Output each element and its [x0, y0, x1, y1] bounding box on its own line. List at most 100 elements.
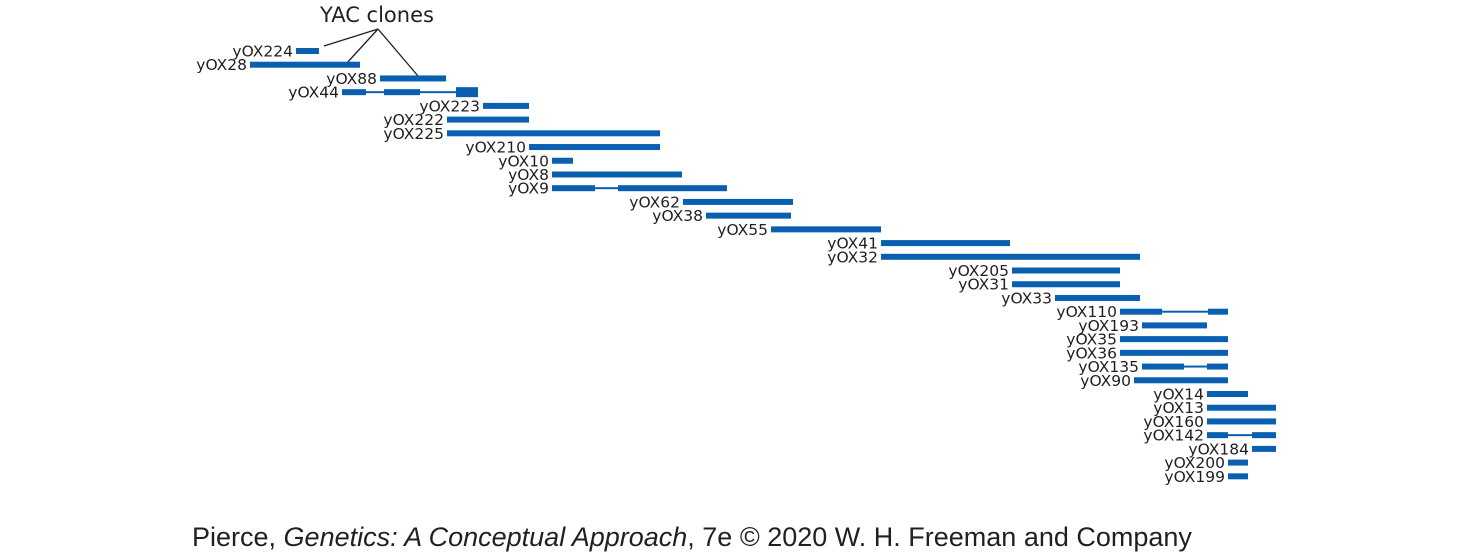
clone-row: yOX193: [1078, 317, 1207, 335]
clone-row: yOX32: [827, 248, 1140, 266]
clone-row: yOX55: [717, 221, 881, 239]
clone-bar-segment: [1184, 365, 1207, 368]
clone-bar-segment: [447, 116, 529, 123]
clone-bar-segment: [483, 102, 529, 109]
clone-label: yOX28: [196, 56, 247, 74]
clone-label: yOX142: [1143, 427, 1204, 445]
clone-label: yOX135: [1078, 358, 1139, 376]
clone-row: yOX62: [629, 193, 793, 211]
clone-bar-segment: [1252, 445, 1276, 452]
clone-bar-segment: [1208, 308, 1228, 315]
credit-book-title: Genetics: A Conceptual Approach: [283, 522, 688, 552]
clone-bar-segment: [881, 240, 1010, 247]
clone-label: yOX110: [1056, 303, 1117, 321]
clone-bar-segment: [529, 144, 660, 151]
clone-bar-segment: [1207, 391, 1248, 397]
clone-row: yOX184: [1188, 440, 1276, 458]
clone-bar-segment: [456, 87, 478, 98]
clone-bar-segment: [1142, 363, 1184, 370]
clone-label: yOX55: [717, 221, 768, 239]
clone-bar-segment: [618, 185, 727, 192]
clone-label: yOX33: [1001, 289, 1052, 307]
title-pointer-lines: [323, 28, 419, 77]
clone-row: yOX210: [465, 139, 660, 157]
clone-bar-segment: [706, 212, 791, 219]
clone-bar-segment: [296, 48, 319, 54]
clone-label: yOX38: [652, 207, 703, 225]
clone-label: yOX199: [1164, 468, 1225, 486]
clone-label: yOX193: [1078, 317, 1139, 335]
clone-label: yOX205: [948, 262, 1009, 280]
clone-label: yOX222: [383, 111, 444, 129]
clone-label: yOX90: [1080, 372, 1131, 390]
clone-row: yOX14: [1153, 386, 1248, 404]
clone-label: yOX160: [1143, 413, 1204, 431]
clone-label: yOX210: [465, 139, 526, 157]
clone-bar-segment: [1120, 349, 1228, 356]
clone-bar-segment: [552, 157, 573, 164]
clone-label: yOX13: [1153, 399, 1204, 417]
clone-row: yOX160: [1143, 413, 1276, 431]
clone-bar-segment: [1228, 434, 1252, 437]
clone-bar-segment: [881, 253, 1140, 260]
clone-row: yOX223: [419, 97, 529, 115]
yac-contig-diagram: YAC clones yOX224yOX28yOX88yOX44yOX223yO…: [196, 3, 1276, 486]
clone-label: yOX225: [383, 125, 444, 143]
clone-label: yOX224: [232, 43, 293, 61]
clone-bar-segment: [552, 185, 595, 192]
clone-row: yOX28: [196, 56, 360, 74]
clone-row: yOX41: [827, 235, 1010, 253]
clone-bar-segment: [1207, 418, 1276, 425]
clone-label: yOX41: [827, 235, 878, 253]
clone-bar-segment: [380, 75, 446, 82]
clone-label: yOX184: [1188, 440, 1249, 458]
clone-label: yOX32: [827, 248, 878, 266]
clone-row: yOX205: [948, 262, 1120, 280]
clone-bar-segment: [1142, 322, 1207, 329]
clone-bar-segment: [595, 187, 618, 190]
clone-bar-segment: [1228, 459, 1248, 466]
clone-row: yOX224: [232, 43, 319, 61]
clone-bar-segment: [366, 91, 384, 94]
clone-bar-segment: [250, 61, 360, 68]
credit-publisher: , 7e © 2020 W. H. Freeman and Company: [687, 522, 1192, 552]
clone-row: yOX9: [508, 180, 727, 198]
clone-label: yOX200: [1164, 454, 1225, 472]
clone-row: yOX110: [1056, 303, 1228, 321]
clone-bar-segment: [447, 130, 660, 137]
clone-bar-segment: [1162, 310, 1208, 313]
clone-label: yOX9: [508, 180, 549, 198]
clone-label: yOX44: [288, 84, 339, 102]
clone-row: yOX8: [508, 166, 682, 184]
clone-bar-segment: [552, 171, 682, 178]
clone-label: yOX88: [326, 70, 377, 88]
credit-author: Pierce,: [192, 522, 284, 552]
yac-clones-title: YAC clones: [319, 3, 434, 27]
clone-row: yOX44: [288, 84, 478, 102]
clone-bar-segment: [1120, 308, 1162, 315]
clone-row: yOX135: [1078, 358, 1228, 376]
clone-row: yOX142: [1143, 427, 1276, 445]
clone-row: yOX90: [1080, 372, 1228, 390]
clone-label: yOX35: [1066, 331, 1117, 349]
clone-row: yOX33: [1001, 289, 1140, 307]
clone-bar-segment: [342, 89, 366, 96]
clone-label: yOX31: [958, 276, 1009, 294]
clone-row: yOX35: [1066, 331, 1228, 349]
clone-row: yOX222: [383, 111, 529, 129]
clone-label: yOX223: [419, 97, 480, 115]
clone-bar-segment: [683, 198, 793, 205]
clone-bar-segment: [1207, 363, 1228, 370]
clone-row: yOX13: [1153, 399, 1276, 417]
clone-row: yOX10: [498, 152, 573, 170]
clone-row: yOX88: [326, 70, 446, 88]
clone-label: yOX36: [1066, 344, 1117, 362]
clone-row: yOX225: [383, 125, 660, 143]
clone-bar-segment: [1207, 404, 1276, 411]
clone-label: yOX10: [498, 152, 549, 170]
clone-bar-segment: [420, 91, 456, 94]
clone-bar-segment: [1252, 432, 1276, 439]
clone-row: yOX199: [1164, 468, 1248, 486]
clone-bar-segment: [1134, 377, 1228, 384]
